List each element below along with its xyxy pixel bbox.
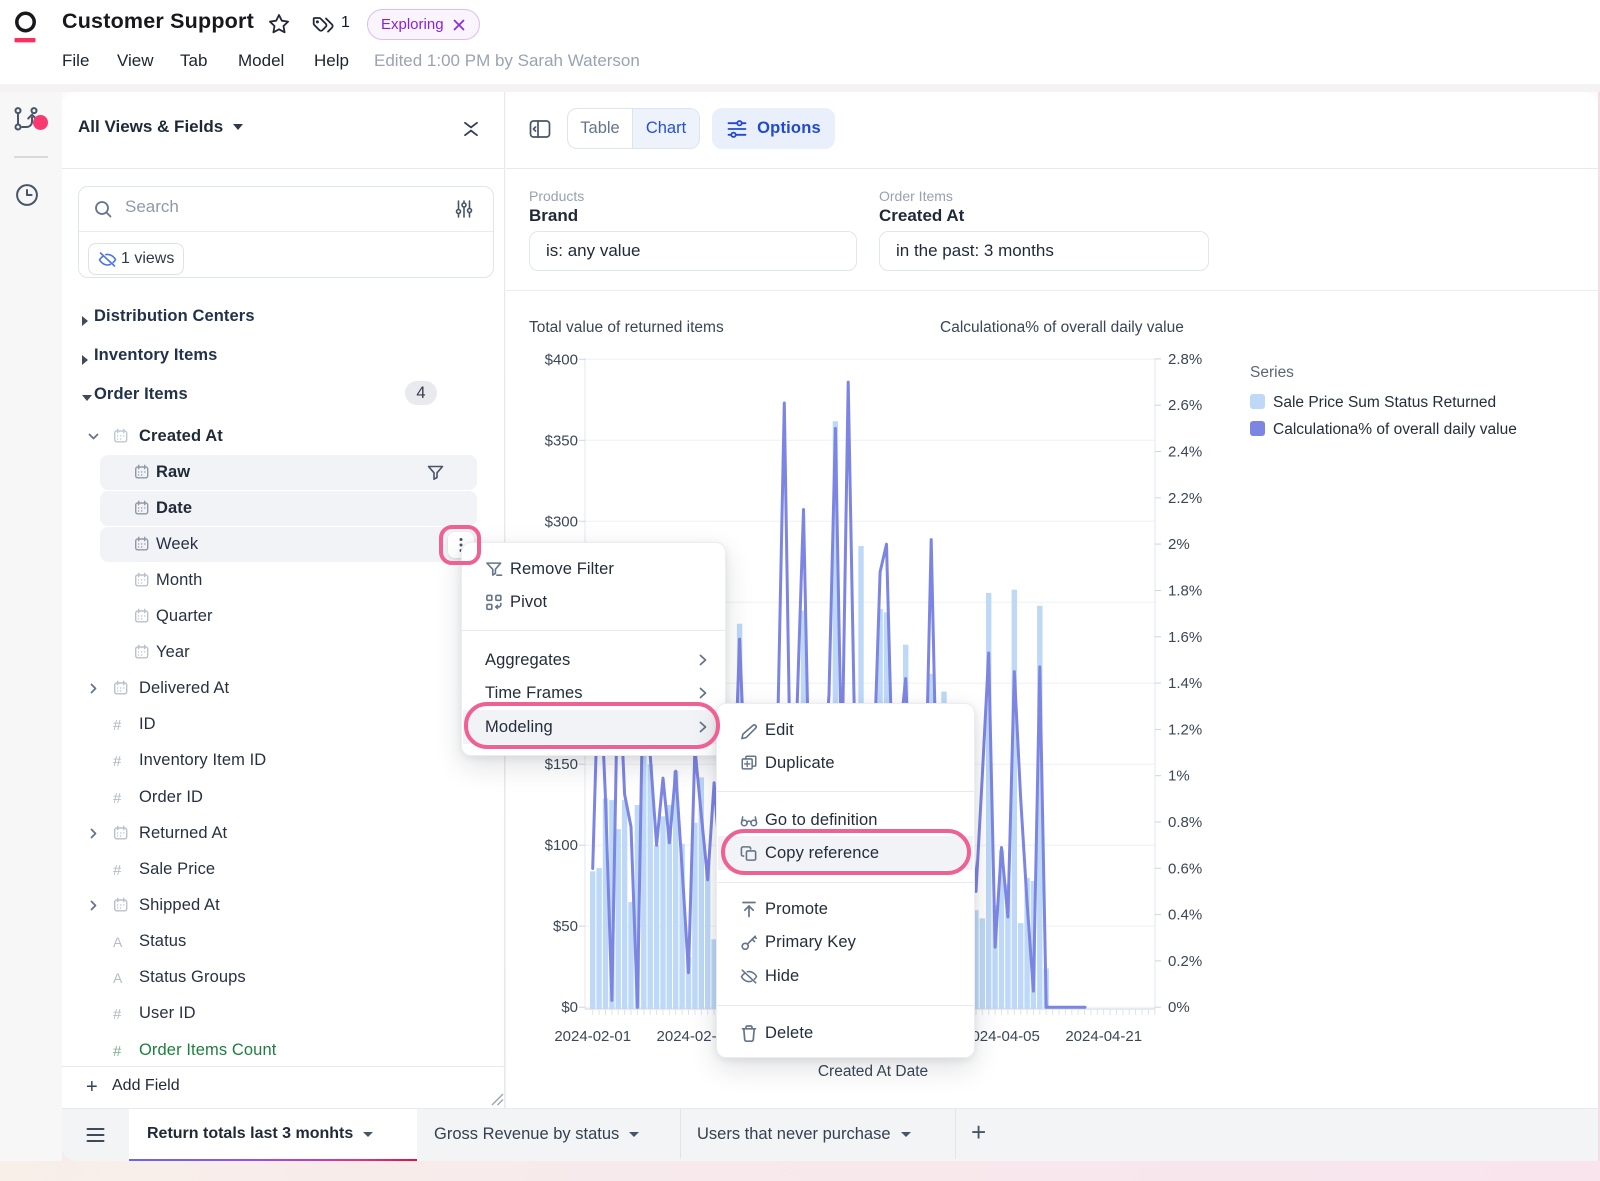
svg-text:$300: $300 xyxy=(545,513,578,530)
svg-text:0.6%: 0.6% xyxy=(1168,860,1202,877)
svg-text:Sale Price Sum Status Returned: Sale Price Sum Status Returned xyxy=(1273,394,1496,411)
svg-text:2024-04-21: 2024-04-21 xyxy=(1065,1028,1142,1045)
svg-text:0.2%: 0.2% xyxy=(1168,953,1202,970)
svg-text:0.8%: 0.8% xyxy=(1168,814,1202,831)
svg-text:2024-04-05: 2024-04-05 xyxy=(963,1028,1040,1045)
svg-text:Total value of returned items: Total value of returned items xyxy=(529,319,724,336)
svg-text:$100: $100 xyxy=(545,837,578,854)
svg-text:2.2%: 2.2% xyxy=(1168,490,1202,507)
svg-text:1.6%: 1.6% xyxy=(1168,629,1202,646)
svg-text:$0: $0 xyxy=(561,999,578,1016)
svg-text:$400: $400 xyxy=(545,351,578,368)
svg-text:2024-02-01: 2024-02-01 xyxy=(554,1028,631,1045)
svg-text:0.4%: 0.4% xyxy=(1168,907,1202,924)
svg-text:2.6%: 2.6% xyxy=(1168,397,1202,414)
svg-text:Created At Date: Created At Date xyxy=(818,1063,928,1080)
svg-text:2.4%: 2.4% xyxy=(1168,444,1202,461)
svg-text:$150: $150 xyxy=(545,756,578,773)
svg-text:0%: 0% xyxy=(1168,999,1190,1016)
svg-text:$350: $350 xyxy=(545,432,578,449)
svg-text:1%: 1% xyxy=(1168,768,1190,785)
svg-text:2.8%: 2.8% xyxy=(1168,351,1202,368)
svg-text:1.8%: 1.8% xyxy=(1168,583,1202,600)
svg-text:1.4%: 1.4% xyxy=(1168,675,1202,692)
svg-text:Calculationa% of overall daily: Calculationa% of overall daily value xyxy=(1273,421,1517,438)
svg-text:$50: $50 xyxy=(553,918,578,935)
svg-text:2024-02-17: 2024-02-17 xyxy=(657,1028,734,1045)
svg-text:2%: 2% xyxy=(1168,536,1190,553)
svg-text:Series: Series xyxy=(1250,364,1294,381)
svg-text:1.2%: 1.2% xyxy=(1168,721,1202,738)
svg-text:Calculationa% of overall daily: Calculationa% of overall daily value xyxy=(940,319,1184,336)
